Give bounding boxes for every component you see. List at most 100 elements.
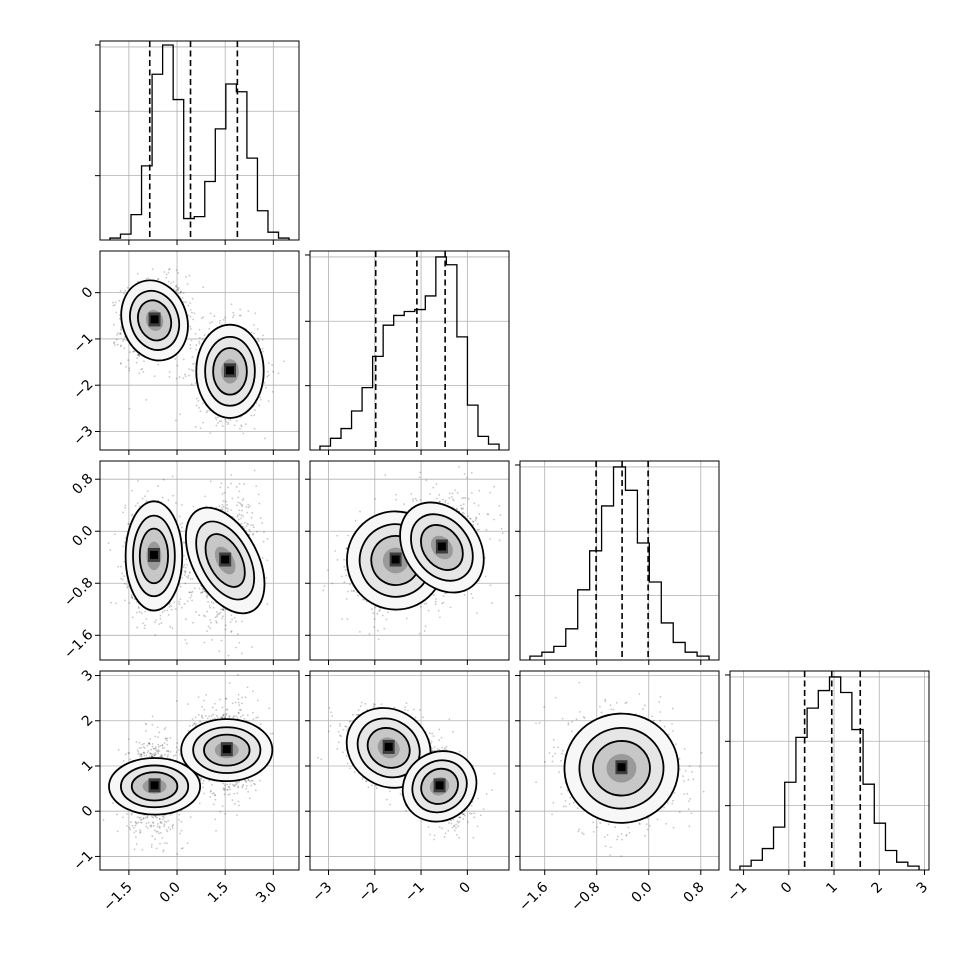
scatter-point [151,743,154,745]
scatter-point [167,280,170,283]
scatter-point [249,530,252,533]
axes-frame [309,250,510,451]
scatter-point [149,752,152,755]
scatter-point [165,821,168,823]
scatter-point [154,838,157,841]
scatter-point [112,323,115,326]
scatter-point [152,747,155,750]
scatter-point [159,821,162,824]
scatter-point [128,752,131,754]
contour-line [120,279,189,362]
scatter-point [226,510,229,513]
scatter-point [142,622,144,625]
scatter-point [188,274,191,277]
scatter-point [189,302,192,304]
contour-line [195,323,265,419]
scatter-point [116,333,118,336]
scatter-point [207,625,210,628]
scatter-point [150,755,153,757]
scatter-point [257,337,259,340]
scatter-point [150,748,153,751]
scatter-point [240,425,243,428]
scatter-point [266,537,269,540]
scatter-point [237,711,240,714]
scatter-point [158,817,161,820]
scatter-point [229,621,232,623]
scatter-point [143,752,146,755]
scatter-point [240,652,243,655]
scatter-point [167,750,170,753]
scatter-point [110,601,112,604]
scatter-point [218,650,221,653]
scatter-point [162,849,165,852]
scatter-point [221,608,224,610]
scatter-point [238,641,241,644]
scatter-point [251,511,254,514]
scatter-point [212,803,215,806]
scatter-point [173,755,175,757]
scatter-point [113,303,116,306]
scatter-point [174,358,177,360]
scatter-point [224,624,227,627]
scatter-point [218,613,221,616]
scatter-point [254,312,257,315]
scatter-point [151,755,153,758]
contour-line [129,289,181,351]
scatter-point [140,753,143,756]
scatter-point [245,784,248,787]
scatter-point [209,480,212,483]
scatter-point [253,427,256,430]
scatter-point [227,421,230,424]
scatter-point [261,522,264,524]
scatter-point [201,717,204,719]
scatter-point [201,782,204,785]
scatter-point [154,735,157,738]
scatter-point [154,746,157,749]
scatter-point [159,744,162,747]
scatter-point [122,511,125,514]
scatter-point [191,599,193,602]
scatter-point [225,420,228,423]
scatter-point [188,591,191,594]
scatter-point [168,268,170,271]
scatter-point [252,526,255,529]
scatter-point [176,286,179,289]
scatter-point [142,817,145,820]
scatter-point [262,334,264,337]
scatter-point [169,828,172,831]
scatter-point [121,578,124,581]
scatter-point [183,603,186,605]
scatter-point [140,612,143,615]
scatter-point [162,818,165,821]
scatter-point [153,829,156,832]
scatter-point [158,832,160,835]
scatter-point [201,714,203,717]
scatter-point [277,372,280,375]
scatter-point [158,818,161,821]
scatter-point [113,341,116,344]
scatter-point [212,602,215,605]
scatter-point [215,424,218,427]
scatter-point [119,362,122,364]
scatter-point [198,587,201,590]
scatter-point [182,292,185,294]
scatter-point [115,602,117,605]
scatter-point [242,498,245,500]
scatter-point [247,779,250,781]
scatter-point [247,523,250,526]
scatter-point [107,542,110,544]
scatter-point [116,343,119,346]
scatter-point [240,522,243,525]
scatter-point [203,590,205,592]
scatter-point [198,614,201,617]
scatter-point [174,419,177,422]
scatter-point [190,328,192,330]
scatter-point [186,600,189,602]
scatter-point [183,570,186,572]
scatter-point [235,620,237,623]
scatter-point [212,606,215,609]
scatter-point [109,549,112,552]
scatter-point [253,469,256,472]
scatter-point [169,625,172,628]
